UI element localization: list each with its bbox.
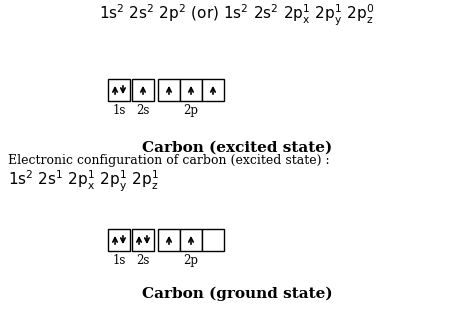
Bar [132, 229, 154, 251]
Text: 2p: 2p [183, 254, 199, 267]
Text: Carbon (excited state): Carbon (excited state) [142, 141, 332, 155]
Text: Electronic configuration of carbon (excited state) :: Electronic configuration of carbon (exci… [8, 154, 329, 167]
Text: 1s: 1s [112, 104, 126, 117]
Bar [158, 79, 180, 101]
Bar [180, 229, 202, 251]
Text: 1s: 1s [112, 254, 126, 267]
Bar [132, 79, 154, 101]
Bar [202, 79, 224, 101]
Bar [202, 229, 224, 251]
Text: $\mathrm{1s^2\ 2s^1\ 2p_x^{1}\ 2p_y^{1}\ 2p_z^{1}}$: $\mathrm{1s^2\ 2s^1\ 2p_x^{1}\ 2p_y^{1}\… [8, 169, 159, 194]
Bar [108, 79, 130, 101]
Bar [108, 229, 130, 251]
Bar [158, 229, 180, 251]
Text: 2s: 2s [137, 104, 150, 117]
Text: 2p: 2p [183, 104, 199, 117]
Bar [180, 79, 202, 101]
Text: 2s: 2s [137, 254, 150, 267]
Text: $\mathrm{1s^2\ 2s^2\ 2p^2\ (or)\ 1s^2\ 2s^2\ 2p_x^{1}\ 2p_y^{1}\ 2p_z^{0}}$: $\mathrm{1s^2\ 2s^2\ 2p^2\ (or)\ 1s^2\ 2… [100, 3, 374, 28]
Text: Carbon (ground state): Carbon (ground state) [142, 287, 332, 301]
